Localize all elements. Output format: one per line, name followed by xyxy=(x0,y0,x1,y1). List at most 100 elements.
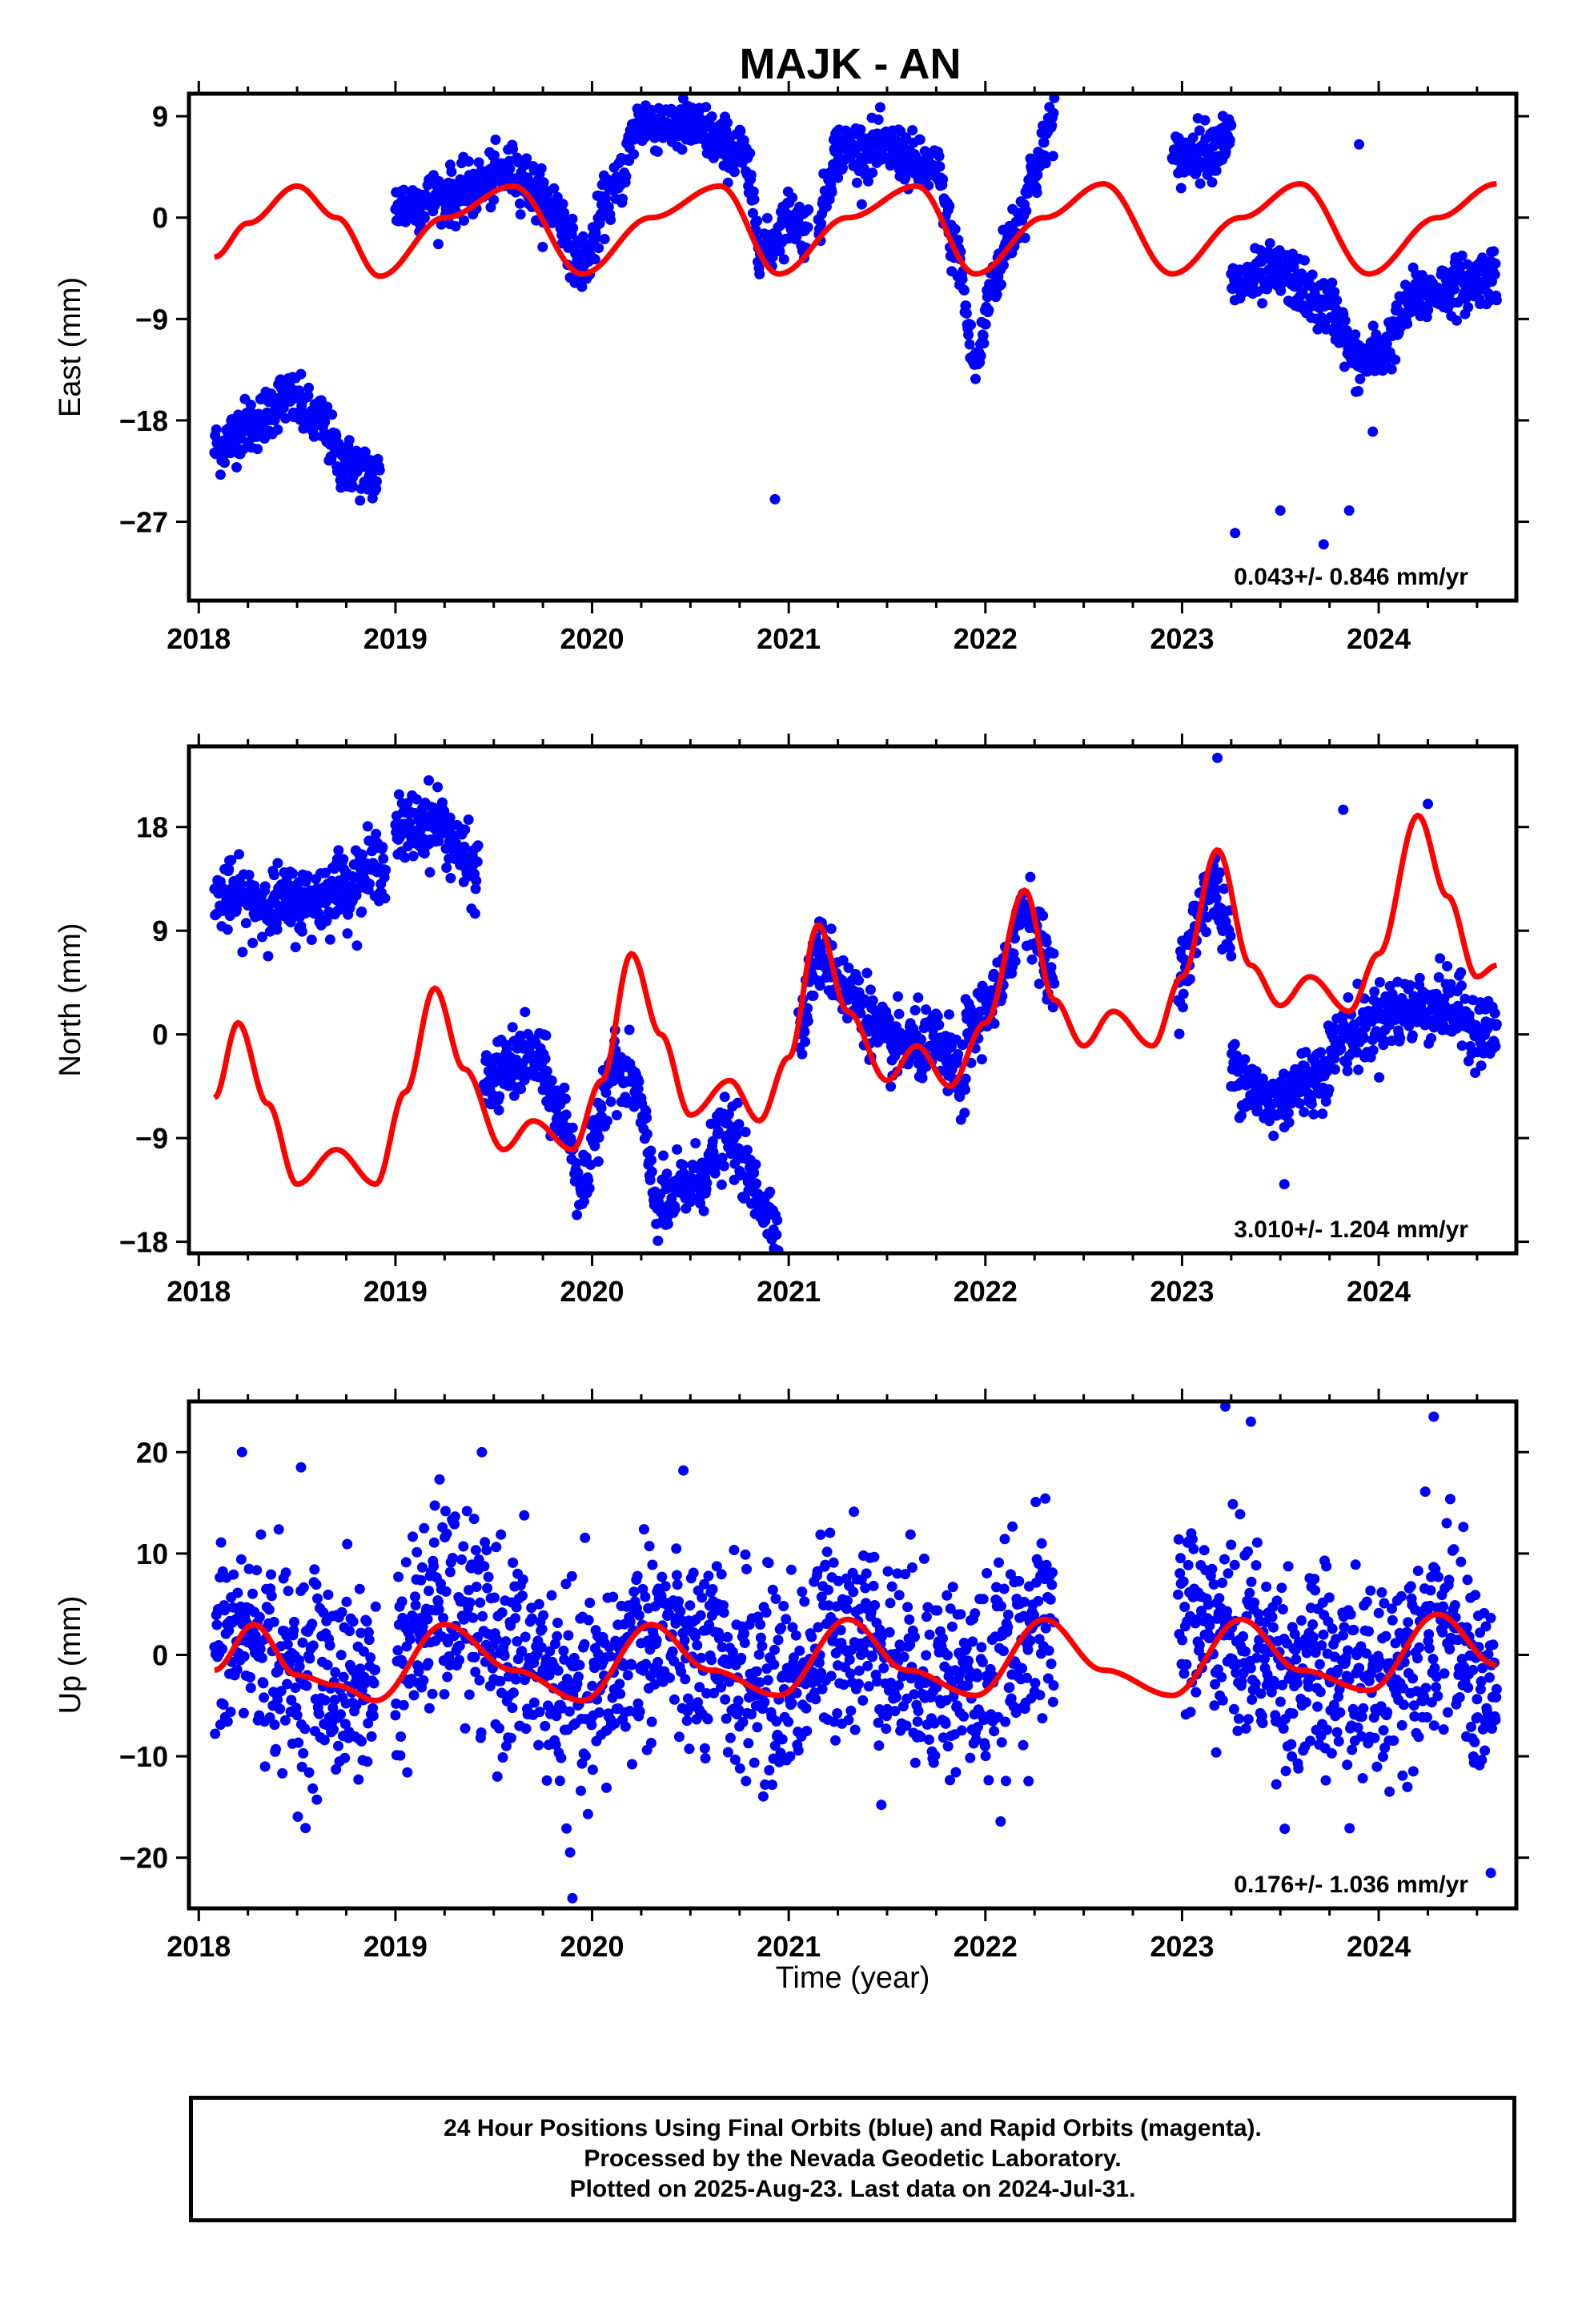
data-point xyxy=(497,1752,508,1763)
data-point xyxy=(663,75,673,86)
data-point xyxy=(378,853,389,864)
data-point xyxy=(640,1591,651,1602)
data-point xyxy=(579,1638,590,1650)
data-point xyxy=(577,231,588,242)
data-point xyxy=(1231,1050,1242,1061)
data-point xyxy=(1194,125,1205,136)
data-point xyxy=(675,1606,686,1617)
data-point xyxy=(701,1688,713,1699)
data-point xyxy=(627,1759,637,1770)
data-point xyxy=(419,212,430,223)
data-point xyxy=(357,849,368,860)
data-point xyxy=(662,1218,673,1229)
data-point xyxy=(739,1628,749,1639)
data-point xyxy=(494,1091,505,1102)
data-point xyxy=(743,1738,754,1749)
data-point xyxy=(235,879,247,890)
data-point xyxy=(815,1529,826,1540)
data-point xyxy=(520,1723,532,1735)
data-point xyxy=(459,215,469,226)
data-point xyxy=(916,1034,926,1045)
data-point xyxy=(304,1653,315,1664)
data-point xyxy=(428,1537,440,1548)
data-point xyxy=(424,1703,435,1714)
data-point xyxy=(699,1743,710,1754)
data-point xyxy=(247,1588,258,1599)
data-point xyxy=(366,1731,377,1742)
outlier-point xyxy=(1343,505,1355,516)
data-point xyxy=(1433,971,1444,983)
data-point xyxy=(275,1686,287,1697)
data-point xyxy=(272,858,283,869)
data-point xyxy=(572,1209,583,1220)
data-point xyxy=(1331,295,1343,306)
data-point xyxy=(883,1014,894,1025)
data-point xyxy=(355,1627,367,1638)
data-point xyxy=(938,174,949,185)
data-point xyxy=(1351,1047,1363,1058)
data-point xyxy=(463,814,474,825)
data-point xyxy=(299,1723,311,1735)
data-point xyxy=(240,918,251,929)
data-point xyxy=(667,1646,678,1657)
data-point xyxy=(546,1590,557,1601)
data-point xyxy=(679,1634,690,1646)
data-point xyxy=(333,1740,343,1751)
data-point xyxy=(319,867,331,879)
data-point xyxy=(354,1583,365,1594)
data-point xyxy=(921,1004,931,1015)
data-point xyxy=(259,1761,271,1772)
data-point xyxy=(816,1591,827,1602)
data-point xyxy=(519,1510,530,1521)
data-point xyxy=(1320,1096,1331,1107)
data-point xyxy=(259,433,270,444)
data-point xyxy=(661,1168,673,1180)
x-tick-label: 2018 xyxy=(167,1275,231,1308)
data-point xyxy=(449,1518,460,1530)
data-point xyxy=(544,1670,555,1681)
data-point xyxy=(481,1545,492,1556)
data-point xyxy=(976,1054,987,1065)
data-point xyxy=(359,447,371,458)
data-point xyxy=(243,870,255,881)
data-point xyxy=(255,1529,267,1540)
data-point xyxy=(1299,1107,1310,1118)
data-point xyxy=(1021,205,1032,216)
data-point xyxy=(219,457,231,468)
data-point xyxy=(512,1636,523,1647)
data-point xyxy=(493,1104,504,1116)
panels: 2018 2019 2020 2021 2022 2023 202490−9−18−27Ea… xyxy=(54,75,1529,1995)
data-point xyxy=(719,1092,730,1103)
data-point xyxy=(761,1607,772,1618)
data-point xyxy=(432,782,444,793)
data-point xyxy=(584,1598,596,1608)
data-point xyxy=(644,1175,656,1185)
data-point xyxy=(1456,967,1467,978)
data-point xyxy=(808,1667,819,1679)
data-point xyxy=(500,1636,512,1647)
data-point xyxy=(567,1122,578,1133)
data-point xyxy=(272,1694,283,1705)
data-point xyxy=(247,938,259,948)
data-point xyxy=(1353,1064,1364,1076)
data-point xyxy=(614,1679,625,1690)
data-point xyxy=(534,1707,545,1718)
data-point xyxy=(950,223,961,235)
data-point xyxy=(722,1631,733,1642)
data-point xyxy=(761,212,773,223)
data-point xyxy=(816,218,827,229)
data-point xyxy=(646,1166,657,1177)
data-point xyxy=(673,1596,685,1607)
data-point xyxy=(546,1075,557,1086)
data-point xyxy=(273,1524,284,1535)
data-point xyxy=(499,1651,510,1661)
data-point xyxy=(554,1775,565,1787)
data-point xyxy=(608,1591,619,1602)
data-point xyxy=(335,1709,346,1720)
data-point xyxy=(245,1683,256,1694)
data-point xyxy=(696,1652,707,1663)
data-point xyxy=(1489,269,1500,280)
data-point xyxy=(1456,980,1467,991)
data-point xyxy=(408,850,419,862)
